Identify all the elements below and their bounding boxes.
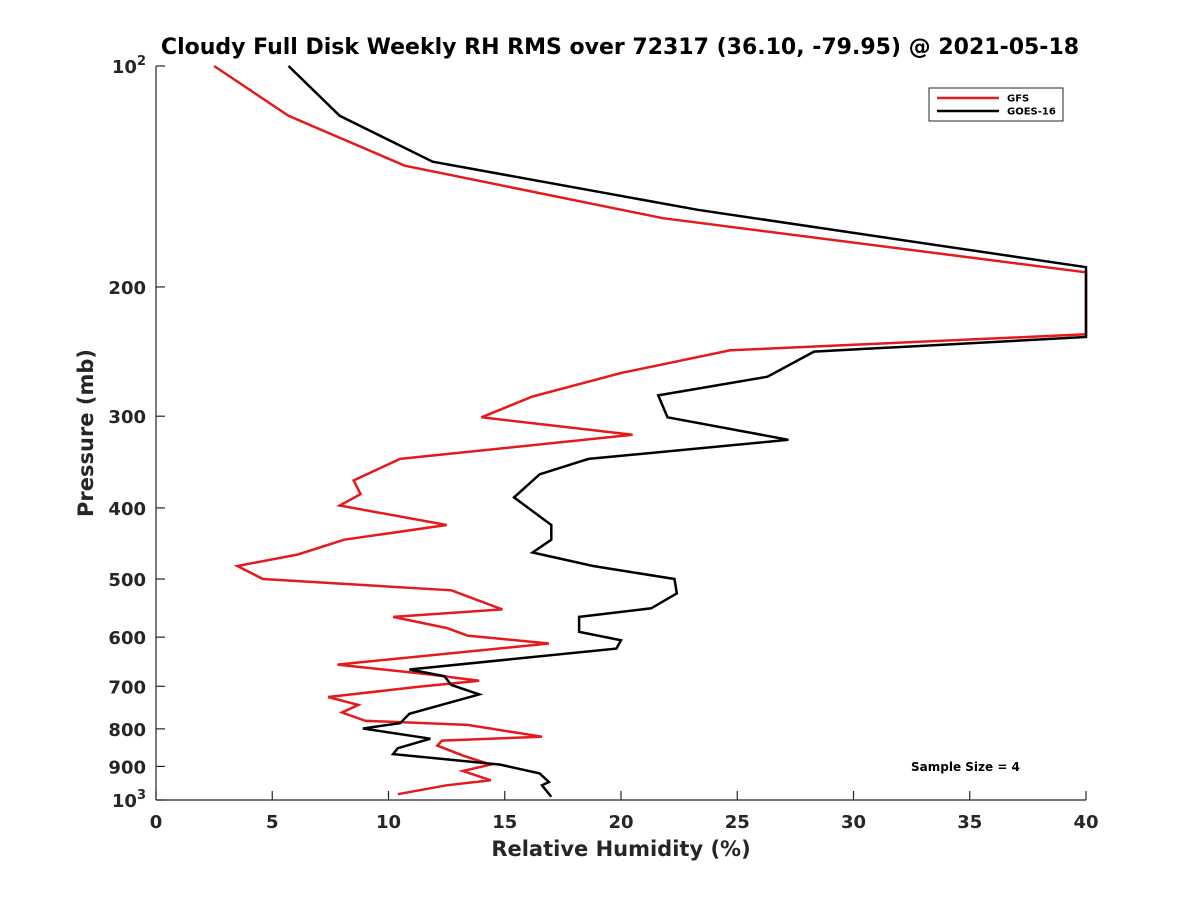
legend-label-gfs: GFS bbox=[1007, 94, 1029, 105]
y-tick-label: 800 bbox=[108, 720, 146, 741]
x-tick-label: 30 bbox=[841, 812, 866, 833]
legend-label-goes-16: GOES-16 bbox=[1007, 107, 1056, 118]
x-tick-label: 20 bbox=[608, 812, 633, 833]
y-tick-label: 300 bbox=[108, 407, 146, 428]
x-tick-label: 0 bbox=[150, 812, 163, 833]
y-axis-label: Pressure (mb) bbox=[74, 349, 98, 517]
y-tick-label: 500 bbox=[108, 570, 146, 591]
y-tick-label: 400 bbox=[108, 499, 146, 520]
y-axis-ticks: 102 200 300 400 500 600 700 800 900 103 bbox=[108, 54, 165, 812]
x-axis-label: Relative Humidity (%) bbox=[491, 837, 750, 861]
x-tick-label: 10 bbox=[376, 812, 401, 833]
legend-box bbox=[928, 87, 1064, 122]
series-line-goes-16 bbox=[287, 65, 1088, 798]
x-axis-ticks: 0 5 10 15 20 25 30 35 40 bbox=[150, 791, 1099, 833]
chart-title: Cloudy Full Disk Weekly RH RMS over 7231… bbox=[161, 35, 1079, 60]
plot-area: 0 5 10 15 20 25 30 35 40 102 200 300 400 500 600 700 80… bbox=[108, 54, 1098, 833]
y-tick-label: 700 bbox=[108, 677, 146, 698]
y-tick-label: 900 bbox=[108, 757, 146, 778]
series-line-gfs bbox=[213, 64, 1088, 796]
y-tick-label: 103 bbox=[112, 788, 146, 812]
x-tick-label: 25 bbox=[725, 812, 750, 833]
x-tick-label: 40 bbox=[1073, 812, 1098, 833]
legend: GFS GOES-16 bbox=[928, 87, 1064, 122]
y-tick-label: 600 bbox=[108, 628, 146, 649]
x-tick-label: 15 bbox=[492, 812, 517, 833]
x-tick-label: 5 bbox=[266, 812, 279, 833]
series-lines bbox=[213, 64, 1088, 798]
y-tick-label: 102 bbox=[112, 54, 146, 78]
y-tick-label: 200 bbox=[108, 278, 146, 299]
x-tick-label: 35 bbox=[957, 812, 982, 833]
sample-size-annotation: Sample Size = 4 bbox=[911, 760, 1020, 774]
